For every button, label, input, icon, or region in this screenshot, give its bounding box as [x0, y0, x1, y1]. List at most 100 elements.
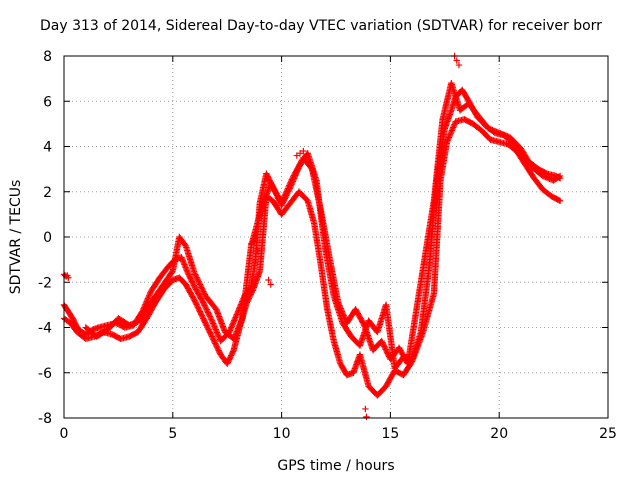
data-point — [195, 305, 202, 312]
x-tick-label: 20 — [490, 426, 508, 442]
data-point — [213, 327, 220, 335]
data-point — [194, 275, 201, 283]
data-point — [336, 302, 343, 309]
data-point — [362, 405, 369, 413]
data-point — [202, 319, 209, 326]
data-point — [230, 335, 237, 343]
data-point — [231, 317, 238, 324]
data-point — [196, 279, 203, 287]
data-point — [145, 293, 152, 301]
data-point — [210, 320, 217, 327]
y-tick-label: 4 — [43, 140, 52, 156]
data-point — [227, 325, 234, 333]
x-tick-label: 25 — [599, 426, 617, 442]
data-point — [204, 324, 212, 332]
data-point — [448, 128, 455, 135]
data-point — [209, 334, 216, 342]
data-point — [199, 313, 206, 321]
data-point — [379, 339, 386, 346]
data-point — [213, 329, 221, 336]
data-point — [450, 122, 458, 130]
data-point — [204, 307, 211, 315]
data-point — [283, 188, 290, 195]
data-point — [360, 320, 367, 328]
data-point — [199, 286, 206, 294]
data-point — [338, 308, 346, 315]
data-point — [234, 325, 242, 332]
data-point — [231, 315, 239, 323]
data-point — [293, 152, 301, 159]
data-point — [213, 343, 220, 350]
data-point — [197, 309, 204, 317]
data-point — [207, 314, 214, 322]
data-point — [451, 121, 458, 128]
data-point — [208, 316, 215, 323]
data-point — [205, 326, 212, 333]
y-tick-label: -8 — [38, 411, 52, 427]
y-tick-label: -6 — [38, 366, 52, 382]
data-point — [200, 300, 208, 308]
data-point — [254, 247, 261, 254]
data-point — [196, 308, 204, 315]
data-point — [280, 195, 287, 202]
data-point — [236, 321, 244, 328]
data-point — [338, 306, 345, 314]
data-point — [200, 289, 208, 297]
data-point — [443, 138, 451, 146]
data-point — [339, 311, 347, 318]
data-point — [194, 302, 201, 310]
data-point — [207, 330, 214, 337]
data-point — [229, 320, 237, 327]
data-point — [448, 127, 456, 134]
data-point — [281, 192, 288, 199]
data-point — [247, 240, 255, 247]
data-point — [340, 312, 347, 319]
data-point — [228, 324, 235, 331]
data-point — [191, 297, 198, 304]
data-point — [381, 344, 389, 352]
data-point — [168, 268, 176, 276]
data-point — [444, 137, 451, 144]
data-point — [196, 306, 203, 314]
data-point — [201, 302, 208, 309]
data-point — [146, 291, 153, 298]
data-point — [556, 197, 564, 204]
data-point — [145, 292, 153, 299]
data-point — [383, 349, 391, 356]
data-point — [279, 198, 286, 205]
data-point — [446, 131, 454, 138]
data-point — [198, 285, 206, 292]
data-point — [192, 272, 200, 280]
data-point — [196, 281, 204, 288]
data-point — [211, 324, 219, 332]
x-axis-title: GPS time / hours — [277, 458, 394, 474]
data-point — [204, 309, 212, 316]
data-point — [265, 276, 272, 284]
x-tick-label: 5 — [168, 426, 177, 442]
y-tick-label: 8 — [43, 49, 52, 65]
data-point — [287, 179, 294, 186]
data-point — [212, 340, 219, 347]
data-point — [191, 270, 198, 277]
data-point — [215, 347, 222, 354]
data-points — [60, 52, 564, 421]
data-point — [238, 316, 246, 324]
data-point — [228, 323, 236, 330]
data-point — [233, 311, 241, 318]
data-point — [229, 348, 237, 355]
data-point — [208, 333, 216, 340]
data-point — [230, 318, 237, 326]
data-point — [194, 304, 202, 311]
data-point — [201, 318, 208, 325]
data-point — [205, 310, 212, 317]
data-point — [206, 329, 214, 336]
data-point — [198, 312, 206, 319]
data-point — [206, 313, 214, 320]
data-point — [284, 186, 291, 194]
data-point — [193, 301, 200, 308]
data-point — [341, 313, 348, 321]
data-point — [212, 326, 219, 333]
data-point — [198, 284, 205, 291]
data-point — [237, 319, 244, 327]
